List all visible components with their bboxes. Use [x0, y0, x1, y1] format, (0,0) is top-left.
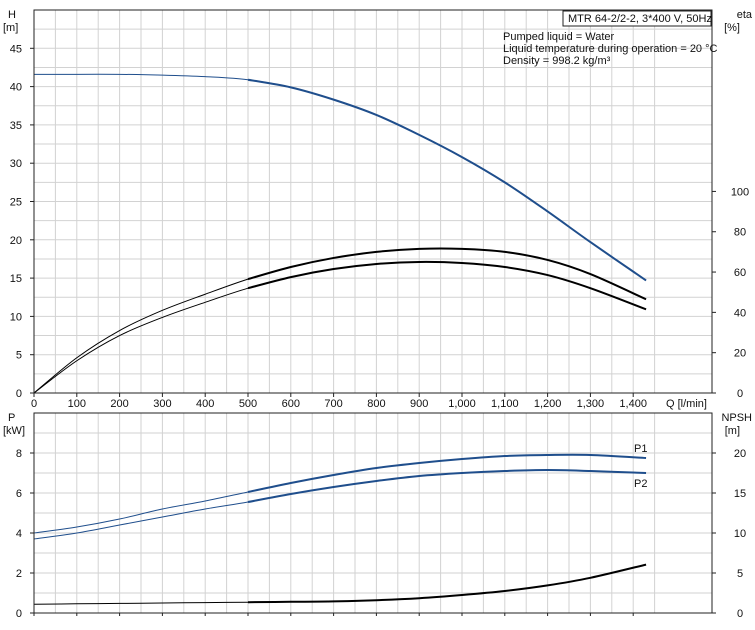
y-left-tick-label: 10	[10, 311, 22, 323]
annotation-line-1: Pumped liquid = Water	[503, 31, 615, 43]
curve-p2-bold	[247, 468, 647, 503]
y-left-tick-label: 4	[16, 528, 22, 540]
curve-0-thin	[33, 73, 647, 281]
series-label-p1: P1	[634, 443, 647, 455]
y-left-tick-label: 8	[16, 448, 22, 460]
x-tick-label: 100	[68, 398, 86, 410]
y-right-tick-label: 80	[734, 227, 746, 239]
x-axis-label: Q [l/min]	[666, 398, 707, 410]
curve-0-bold	[247, 78, 647, 282]
y-left-tick-label: 0	[16, 608, 22, 620]
series-label-p2: P2	[634, 478, 647, 490]
y-left-tick-label: 15	[10, 273, 22, 285]
y-left-axis-label: H	[8, 9, 16, 21]
y-right-axis-unit: [m]	[725, 425, 740, 437]
y-right-tick-label: 20	[734, 348, 746, 360]
y-left-axis-unit: [m]	[3, 22, 18, 34]
curve-p2-thin	[33, 469, 647, 540]
y-right-tick-label: 10	[734, 528, 746, 540]
y-right-tick-label: 0	[737, 608, 743, 620]
chart-title: MTR 64-2/2-2, 3*400 V, 50Hz	[568, 13, 712, 25]
x-tick-label: 1,200	[534, 398, 562, 410]
curve-1-thin	[33, 247, 647, 394]
x-tick-label: 1,400	[619, 398, 647, 410]
y-right-tick-label: 60	[734, 267, 746, 279]
curve-1-bold	[247, 247, 647, 301]
x-tick-label: 500	[239, 398, 257, 410]
x-tick-label: 0	[31, 398, 37, 410]
curve-group	[33, 73, 647, 605]
y-left-tick-label: 35	[10, 120, 22, 132]
y-left-axis-label: P	[8, 412, 15, 424]
x-tick-label: 1,100	[491, 398, 519, 410]
y-left-tick-label: 20	[10, 235, 22, 247]
y-left-tick-label: 6	[16, 488, 22, 500]
y-left-tick-label: 45	[10, 43, 22, 55]
y-left-tick-label: 25	[10, 197, 22, 209]
y-left-tick-label: 5	[16, 350, 22, 362]
curve-p1-bold	[247, 453, 647, 493]
y-right-axis-label: eta	[737, 9, 753, 21]
y-right-tick-label: 0	[737, 388, 743, 400]
x-tick-label: 200	[110, 398, 128, 410]
y-right-axis-label: NPSH	[721, 412, 752, 424]
x-tick-label: 300	[153, 398, 171, 410]
y-left-tick-label: 40	[10, 82, 22, 94]
curve-2-bold	[247, 563, 647, 604]
curve-2-bold	[247, 260, 647, 311]
grid-lines	[34, 10, 712, 613]
y-left-tick-label: 2	[16, 568, 22, 580]
y-right-tick-label: 5	[737, 568, 743, 580]
y-left-tick-label: 30	[10, 158, 22, 170]
plot-frame	[33, 412, 713, 614]
y-right-tick-label: 40	[734, 307, 746, 319]
x-tick-label: 700	[324, 398, 342, 410]
axes-group	[30, 9, 716, 616]
x-tick-label: 800	[367, 398, 385, 410]
curve-p1-thin	[33, 454, 647, 534]
y-right-tick-label: 100	[731, 186, 749, 198]
x-tick-label: 600	[282, 398, 300, 410]
annotation-line-3: Density = 998.2 kg/m³	[503, 55, 611, 67]
annotation-line-2: Liquid temperature during operation = 20…	[503, 43, 718, 55]
y-left-axis-unit: [kW]	[3, 425, 25, 437]
y-right-tick-label: 15	[734, 488, 746, 500]
x-tick-label: 400	[196, 398, 214, 410]
x-tick-label: 1,000	[448, 398, 476, 410]
title-box	[562, 10, 712, 27]
x-tick-label: 1,300	[577, 398, 605, 410]
y-right-tick-label: 20	[734, 448, 746, 460]
x-tick-label: 900	[410, 398, 428, 410]
y-right-axis-unit: [%]	[724, 22, 740, 34]
y-left-tick-label: 0	[16, 388, 22, 400]
